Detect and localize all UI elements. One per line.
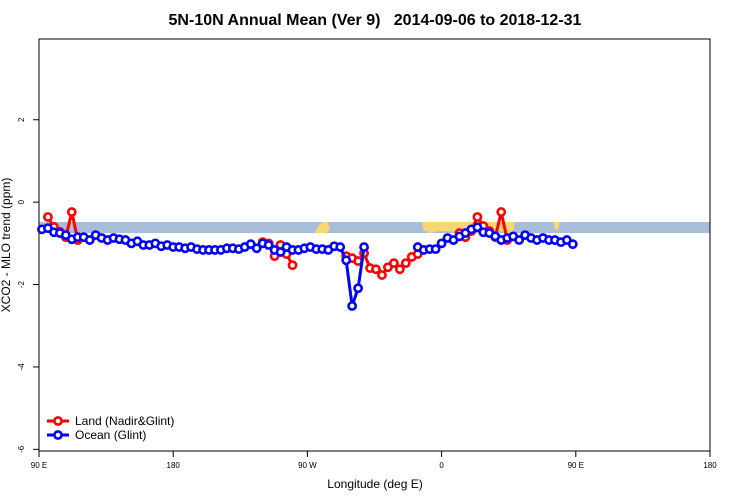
data-point	[263, 240, 274, 250]
y-tick-label: -6	[17, 445, 26, 453]
data-point	[371, 264, 381, 275]
y-tick-label: -4	[17, 363, 26, 371]
data-point	[359, 242, 369, 252]
data-point	[394, 264, 405, 275]
data-point	[287, 260, 298, 271]
data-point	[388, 258, 399, 269]
x-axis-title: Longitude (deg E)	[327, 477, 422, 491]
data-point	[335, 242, 346, 252]
legend-label: Ocean (Glint)	[75, 428, 146, 442]
map-strip	[39, 222, 710, 233]
legend-marker	[53, 430, 63, 440]
chart-title: 5N-10N Annual Mean (Ver 9) 2014-09-06 to…	[169, 12, 582, 29]
x-tick-label: 180	[167, 461, 181, 470]
data-point	[341, 255, 352, 266]
land-patch	[553, 222, 560, 231]
data-point	[377, 270, 387, 280]
y-tick-label: 0	[17, 199, 26, 204]
data-point	[472, 212, 483, 222]
data-point	[251, 243, 262, 254]
x-tick-label: 90 W	[298, 461, 317, 470]
data-point	[472, 222, 483, 233]
legend-label: Land (Nadir&Glint)	[75, 414, 174, 428]
legend-marker	[53, 416, 63, 426]
x-tick-label: 0	[439, 461, 444, 470]
data-point	[275, 247, 286, 257]
land-patch	[315, 222, 330, 233]
data-point	[43, 212, 53, 222]
data-point	[400, 258, 411, 269]
data-point	[496, 207, 507, 217]
data-point	[347, 301, 358, 311]
data-point	[66, 207, 77, 217]
data-point	[84, 235, 95, 245]
y-axis-title: XCO2 - MLO trend (ppm)	[0, 178, 13, 313]
x-tick-label: 90 E	[568, 461, 584, 470]
x-tick-label: 180	[703, 461, 717, 470]
plot-frame	[38, 38, 711, 452]
x-tick-label: 90 E	[31, 461, 47, 470]
y-tick-label: 2	[17, 117, 26, 122]
data-point	[353, 283, 363, 294]
data-point	[514, 235, 525, 245]
ocean-band	[39, 222, 710, 233]
y-tick-label: -2	[17, 280, 26, 288]
data-point	[436, 238, 447, 249]
data-point	[430, 244, 441, 255]
data-point	[567, 239, 578, 250]
